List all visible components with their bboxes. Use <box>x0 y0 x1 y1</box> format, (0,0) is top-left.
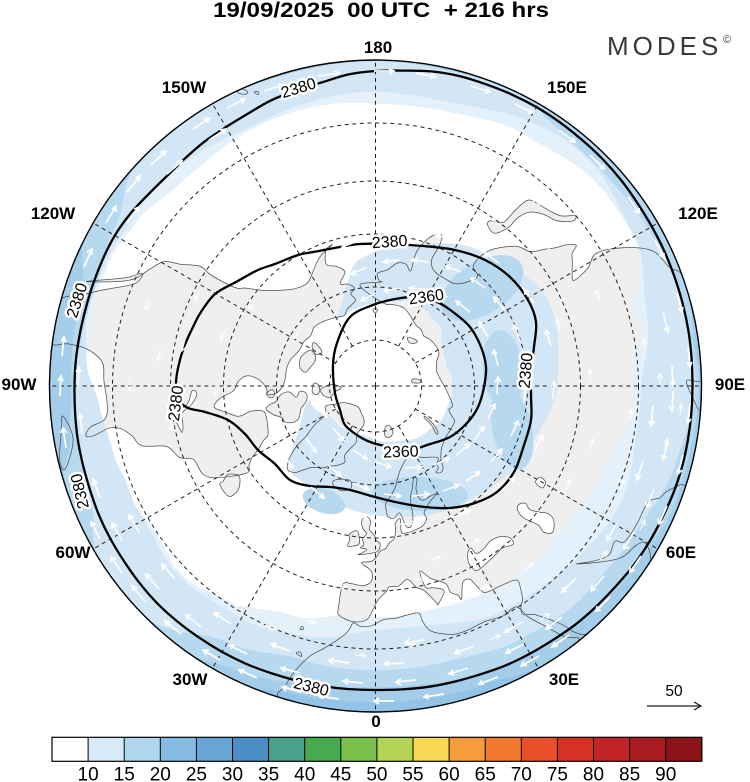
svg-text:©: © <box>723 34 731 46</box>
svg-text:50: 50 <box>665 683 683 700</box>
svg-text:20: 20 <box>150 765 171 782</box>
svg-text:30E: 30E <box>549 670 579 689</box>
svg-text:60E: 60E <box>666 543 696 562</box>
svg-text:0: 0 <box>371 712 380 731</box>
svg-text:30: 30 <box>222 765 243 782</box>
svg-text:40: 40 <box>294 765 315 782</box>
svg-text:70: 70 <box>511 765 532 782</box>
svg-text:30W: 30W <box>173 670 209 689</box>
svg-text:60W: 60W <box>56 543 92 562</box>
svg-text:120E: 120E <box>678 204 718 223</box>
svg-text:65: 65 <box>475 765 496 782</box>
svg-text:2360: 2360 <box>383 443 419 461</box>
svg-text:150W: 150W <box>162 78 207 97</box>
svg-text:25: 25 <box>186 765 207 782</box>
svg-text:15: 15 <box>114 765 135 782</box>
svg-text:60: 60 <box>439 765 460 782</box>
svg-text:85: 85 <box>619 765 640 782</box>
svg-text:90: 90 <box>655 765 676 782</box>
svg-text:50: 50 <box>366 765 387 782</box>
svg-text:55: 55 <box>402 765 423 782</box>
svg-text:75: 75 <box>547 765 568 782</box>
svg-text:2380: 2380 <box>516 352 536 389</box>
svg-text:MODES: MODES <box>607 31 722 61</box>
svg-text:80: 80 <box>583 765 604 782</box>
svg-text:150E: 150E <box>547 78 587 97</box>
svg-text:120W: 120W <box>31 204 76 223</box>
svg-text:19/09/2025 00 UTC + 216 hrs: 19/09/2025 00 UTC + 216 hrs <box>213 0 549 22</box>
svg-text:10: 10 <box>78 765 99 782</box>
svg-text:90W: 90W <box>2 375 38 394</box>
svg-text:45: 45 <box>330 765 351 782</box>
svg-text:35: 35 <box>258 765 279 782</box>
svg-text:180: 180 <box>364 38 392 57</box>
svg-text:2380: 2380 <box>371 233 408 252</box>
svg-text:90E: 90E <box>715 375 745 394</box>
